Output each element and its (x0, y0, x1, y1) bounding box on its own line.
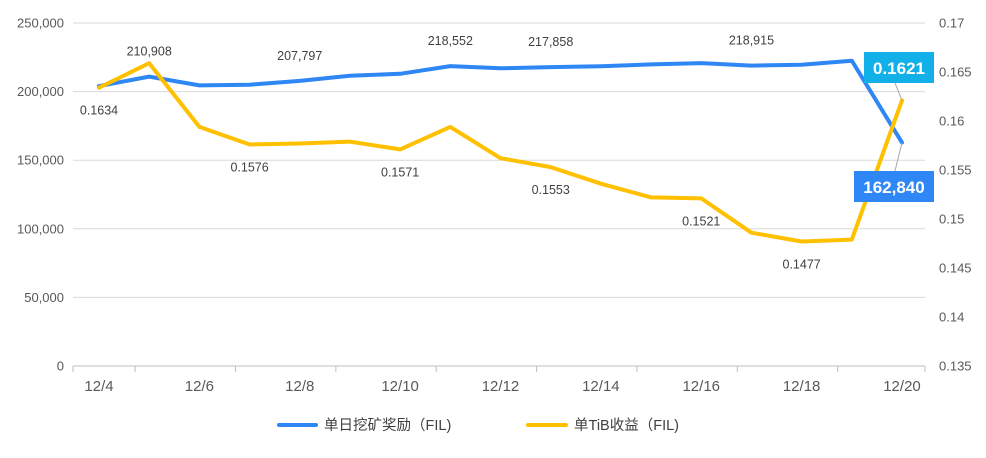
x-tick-label: 12/4 (84, 378, 113, 395)
y-right-tick-label: 0.14 (939, 310, 964, 325)
data-label: 217,858 (528, 35, 573, 49)
y-left-tick-label: 200,000 (17, 84, 64, 99)
data-label: 218,915 (729, 34, 774, 48)
callout-label: 0.1621 (873, 59, 925, 78)
y-left-tick-label: 50,000 (24, 290, 64, 305)
y-left-tick-label: 100,000 (17, 221, 64, 236)
callout-label: 162,840 (863, 178, 924, 197)
axes: 0 50,000 100,000 150,000 200,000 250,000 0.135… (17, 16, 972, 396)
x-tick-label: 12/10 (381, 378, 419, 395)
x-tick-label: 12/16 (682, 378, 720, 395)
y-right-tick-label: 0.16 (939, 114, 964, 129)
x-tick-label: 12/14 (582, 378, 620, 395)
data-label: 0.1553 (532, 183, 570, 197)
x-tick-label: 12/20 (883, 378, 921, 395)
y-right-tick-label: 0.155 (939, 163, 972, 178)
x-tick-label: 12/8 (285, 378, 314, 395)
data-label: 218,552 (428, 34, 473, 48)
x-tick-label: 12/12 (482, 378, 520, 395)
y-left-tick-label: 150,000 (17, 153, 64, 168)
legend: 单日挖矿奖励（FIL) 单TiB收益（FIL) (279, 417, 679, 434)
data-label: 0.1571 (381, 165, 419, 179)
data-label: 0.1477 (783, 258, 821, 272)
y-left-tick-label: 0 (57, 359, 64, 374)
y-right-tick-label: 0.15 (939, 212, 964, 227)
legend-label-2: 单TiB收益（FIL) (574, 417, 679, 434)
y-right-tick-label: 0.145 (939, 261, 972, 276)
x-tick-label: 12/18 (783, 378, 821, 395)
data-labels: 210,908 207,797 218,552 217,858 218,915 0.163… (80, 34, 821, 272)
legend-label-1: 单日挖矿奖励（FIL) (324, 417, 451, 434)
y-right-tick-label: 0.135 (939, 359, 972, 374)
data-label: 0.1576 (230, 161, 268, 175)
y-right-tick-label: 0.17 (939, 16, 964, 31)
x-tick-label: 12/6 (185, 378, 214, 395)
y-right-tick-label: 0.165 (939, 65, 972, 80)
callout-leader (895, 143, 902, 171)
series-line-1 (99, 61, 902, 143)
data-label: 0.1634 (80, 104, 118, 118)
data-label: 0.1521 (682, 214, 720, 228)
y-left-tick-label: 250,000 (17, 16, 64, 31)
data-label: 207,797 (277, 49, 322, 63)
series-line-2 (99, 63, 902, 241)
data-label: 210,908 (127, 45, 172, 59)
series-lines (99, 61, 902, 242)
